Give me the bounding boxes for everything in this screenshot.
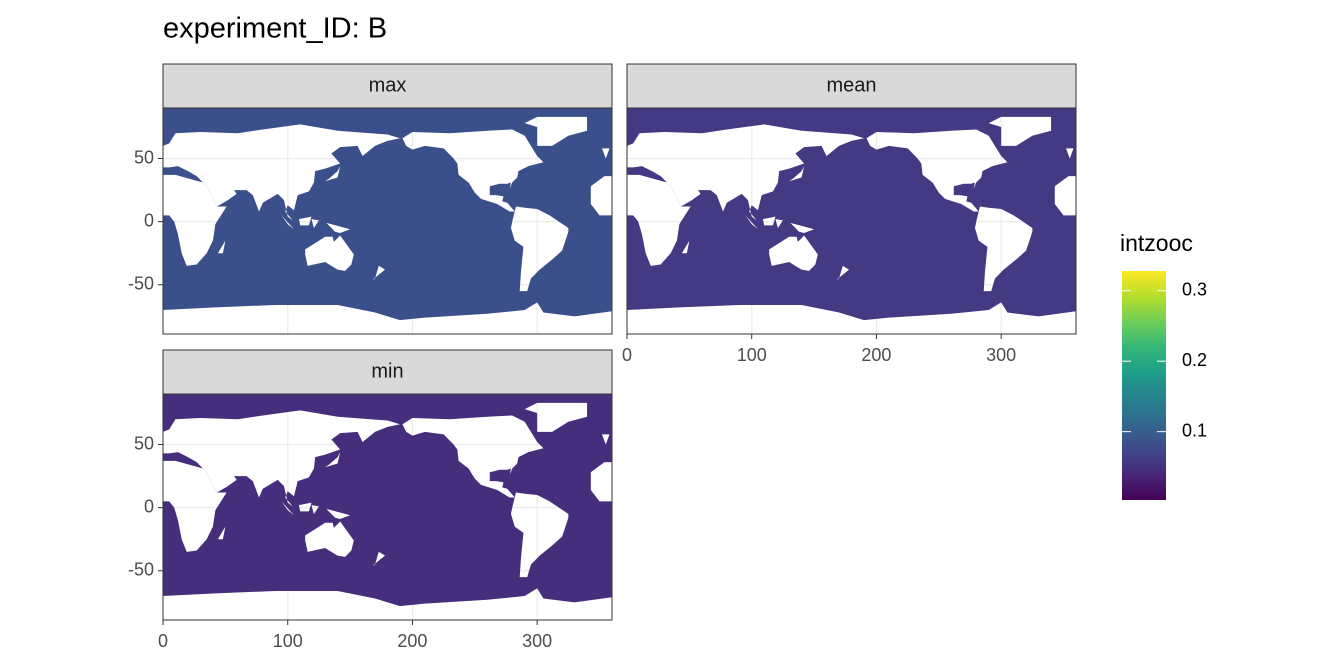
panel-border	[162, 107, 613, 335]
y-tick-label: 50	[134, 433, 154, 453]
facet-panel: mean 0 100 200 300	[622, 63, 1077, 365]
legend-title: intzooc	[1120, 230, 1193, 256]
facet-panel: min 0 100 200 300 -50 0 50	[128, 349, 613, 651]
strip	[162, 63, 613, 109]
strip	[162, 349, 613, 395]
y-tick-label: 0	[144, 496, 154, 516]
y-tick-label: -50	[128, 274, 154, 294]
legend-label: 0.2	[1182, 350, 1207, 370]
ocean-field	[627, 108, 1076, 334]
panel-border	[626, 107, 1077, 335]
chart-title: experiment_ID: B	[163, 13, 387, 45]
strip-label: min	[371, 360, 403, 382]
x-tick-label: 0	[622, 345, 632, 365]
x-tick-label: 300	[986, 345, 1016, 365]
strip-label: max	[369, 74, 407, 96]
strip-label: mean	[826, 74, 876, 96]
facet-panel: max -50 0 50	[128, 63, 613, 335]
ocean-field	[163, 394, 612, 620]
y-tick-label: 50	[134, 147, 154, 167]
y-tick-label: 0	[144, 210, 154, 230]
panel-border	[162, 393, 613, 621]
x-tick-label: 200	[397, 631, 427, 651]
y-tick-label: -50	[128, 560, 154, 580]
x-tick-label: 0	[158, 631, 168, 651]
x-tick-label: 300	[522, 631, 552, 651]
legend-label: 0.3	[1182, 279, 1207, 299]
x-tick-label: 100	[737, 345, 767, 365]
x-tick-label: 200	[861, 345, 891, 365]
x-tick-label: 100	[273, 631, 303, 651]
legend-label: 0.1	[1182, 420, 1207, 440]
colorbar	[1122, 271, 1166, 500]
ocean-field	[163, 108, 612, 334]
